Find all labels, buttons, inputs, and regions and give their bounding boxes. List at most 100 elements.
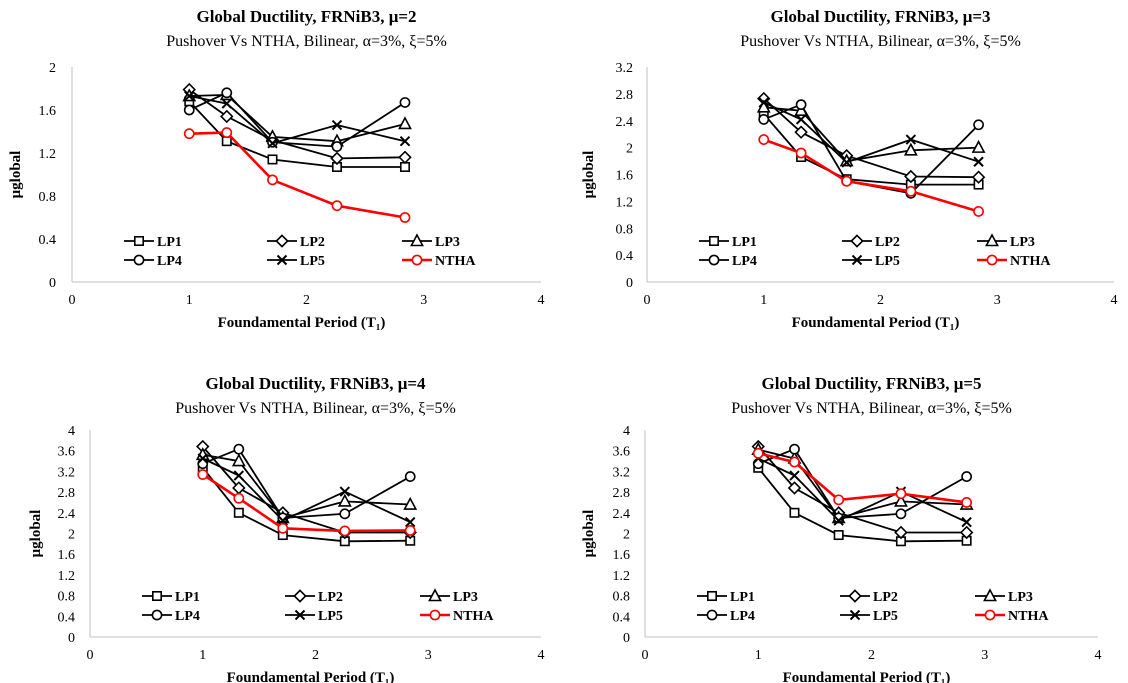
legend-item-lp2: LP2 [285, 589, 343, 605]
x-tick-label: 2 [868, 648, 875, 663]
chart-panel-1: Global Ductility, FRNiB3, μ=2 Pushover Vs… [8, 7, 545, 331]
legend-marker [276, 254, 288, 266]
legend-label: LP5 [318, 609, 343, 624]
legend-item-lp2: LP2 [842, 234, 900, 250]
y-axis-title: μglobal [28, 510, 44, 558]
legend-marker [134, 236, 145, 247]
data-point-lp1 [221, 136, 232, 147]
x-tick-label: 2 [312, 648, 319, 663]
data-point-ntha [233, 492, 245, 504]
data-point-lp5 [267, 138, 278, 149]
legend-item-lp4: LP4 [142, 609, 200, 624]
legend-marker [152, 590, 163, 601]
data-point-ntha [895, 488, 907, 500]
chart-panel-3: Global Ductility, FRNiB3, μ=4 Pushover Vs… [28, 374, 545, 683]
x-tick-label: 3 [420, 293, 427, 308]
data-point-lp5 [339, 486, 351, 497]
data-point-lp5 [233, 470, 245, 481]
data-point-lp1 [789, 507, 800, 518]
y-tick-label: 1.6 [613, 548, 631, 563]
series-lp3 [195, 447, 418, 524]
series-lp5 [197, 453, 416, 528]
data-point-lp4 [331, 141, 343, 152]
data-point-lp1 [833, 530, 844, 541]
data-point-ntha [905, 185, 917, 197]
legend-marker [850, 234, 864, 248]
series-lp3 [756, 99, 986, 167]
y-axis-title: μglobal [8, 151, 24, 199]
legend-marker [151, 609, 163, 621]
y-tick-label: 2.4 [613, 507, 631, 522]
data-point-lp5 [758, 97, 769, 108]
legend-marker [706, 590, 717, 601]
data-point-ntha [331, 200, 343, 212]
legend-item-lp1: LP1 [124, 235, 182, 250]
legend-label: LP1 [732, 235, 757, 250]
data-point-lp5 [197, 453, 208, 464]
data-point-lp5 [277, 515, 289, 526]
x-tick-label: 0 [87, 648, 94, 663]
x-tick-label: 1 [760, 293, 767, 308]
y-tick-label: 1.6 [58, 548, 76, 563]
series-lp2 [757, 91, 986, 184]
y-tick-label: 0.8 [613, 590, 631, 605]
y-tick-label: 4 [68, 424, 75, 439]
data-point-ntha [267, 174, 278, 186]
data-point-lp4 [233, 443, 245, 455]
data-point-ntha [221, 127, 233, 138]
data-point-lp5 [795, 114, 807, 125]
y-tick-label: 2 [626, 142, 633, 157]
legend-label: LP5 [875, 254, 900, 269]
legend-marker [706, 609, 718, 621]
legend-item-lp3: LP3 [977, 233, 1035, 250]
legend-marker [984, 609, 996, 621]
y-tick-label: 1.2 [39, 147, 57, 162]
x-tick-label: 4 [1095, 648, 1102, 663]
legend-label: LP2 [300, 235, 325, 250]
data-point-ntha [404, 524, 416, 536]
y-tick-label: 0.8 [616, 222, 634, 237]
legend-item-lp2: LP2 [267, 234, 325, 250]
x-tick-label: 2 [877, 293, 884, 308]
x-tick-label: 2 [303, 293, 310, 308]
data-point-ntha [973, 206, 984, 217]
data-point-lp2 [787, 481, 802, 495]
legend-marker [294, 609, 306, 621]
data-point-lp5 [961, 516, 972, 528]
data-point-ntha [961, 497, 973, 508]
data-point-lp2 [220, 109, 234, 124]
x-tick-label: 1 [186, 293, 193, 308]
x-tick-label: 0 [644, 293, 651, 308]
data-point-ntha [789, 456, 800, 468]
series-ntha [758, 134, 984, 217]
data-point-lp2 [971, 170, 986, 184]
legend-label: LP4 [732, 254, 757, 269]
data-point-lp3 [231, 453, 246, 467]
data-point-lp2 [959, 525, 974, 540]
legend-item-lp1: LP1 [699, 235, 757, 250]
legend-item-lp5: LP5 [267, 254, 325, 269]
data-point-lp5 [184, 90, 195, 102]
data-point-lp4 [961, 471, 973, 482]
legend-item-lp3: LP3 [402, 233, 460, 250]
data-point-lp3 [337, 493, 352, 507]
chart-subtitle: Pushover Vs NTHA, Bilinear, α=3%, ξ=5% [175, 400, 456, 417]
legend-marker [708, 254, 720, 266]
x-tick-label: 4 [538, 293, 545, 308]
legend-item-ntha: NTHA [977, 254, 1051, 269]
data-point-lp2 [894, 525, 908, 540]
series-ntha [197, 469, 416, 537]
y-tick-label: 2.4 [616, 115, 634, 130]
y-tick-label: 4 [623, 424, 630, 439]
x-tick-label: 4 [538, 648, 545, 663]
y-axis-title: μglobal [581, 151, 597, 199]
y-tick-label: 3.6 [613, 445, 631, 460]
legend-marker [983, 588, 997, 602]
data-point-lp1 [399, 161, 410, 172]
y-tick-label: 0 [49, 276, 56, 291]
data-point-ntha [841, 175, 853, 187]
y-tick-label: 2.8 [616, 88, 634, 103]
legend: LP1 LP2 LP3 LP4 LP5 NTHA [697, 588, 1049, 624]
data-point-lp4 [758, 114, 770, 125]
